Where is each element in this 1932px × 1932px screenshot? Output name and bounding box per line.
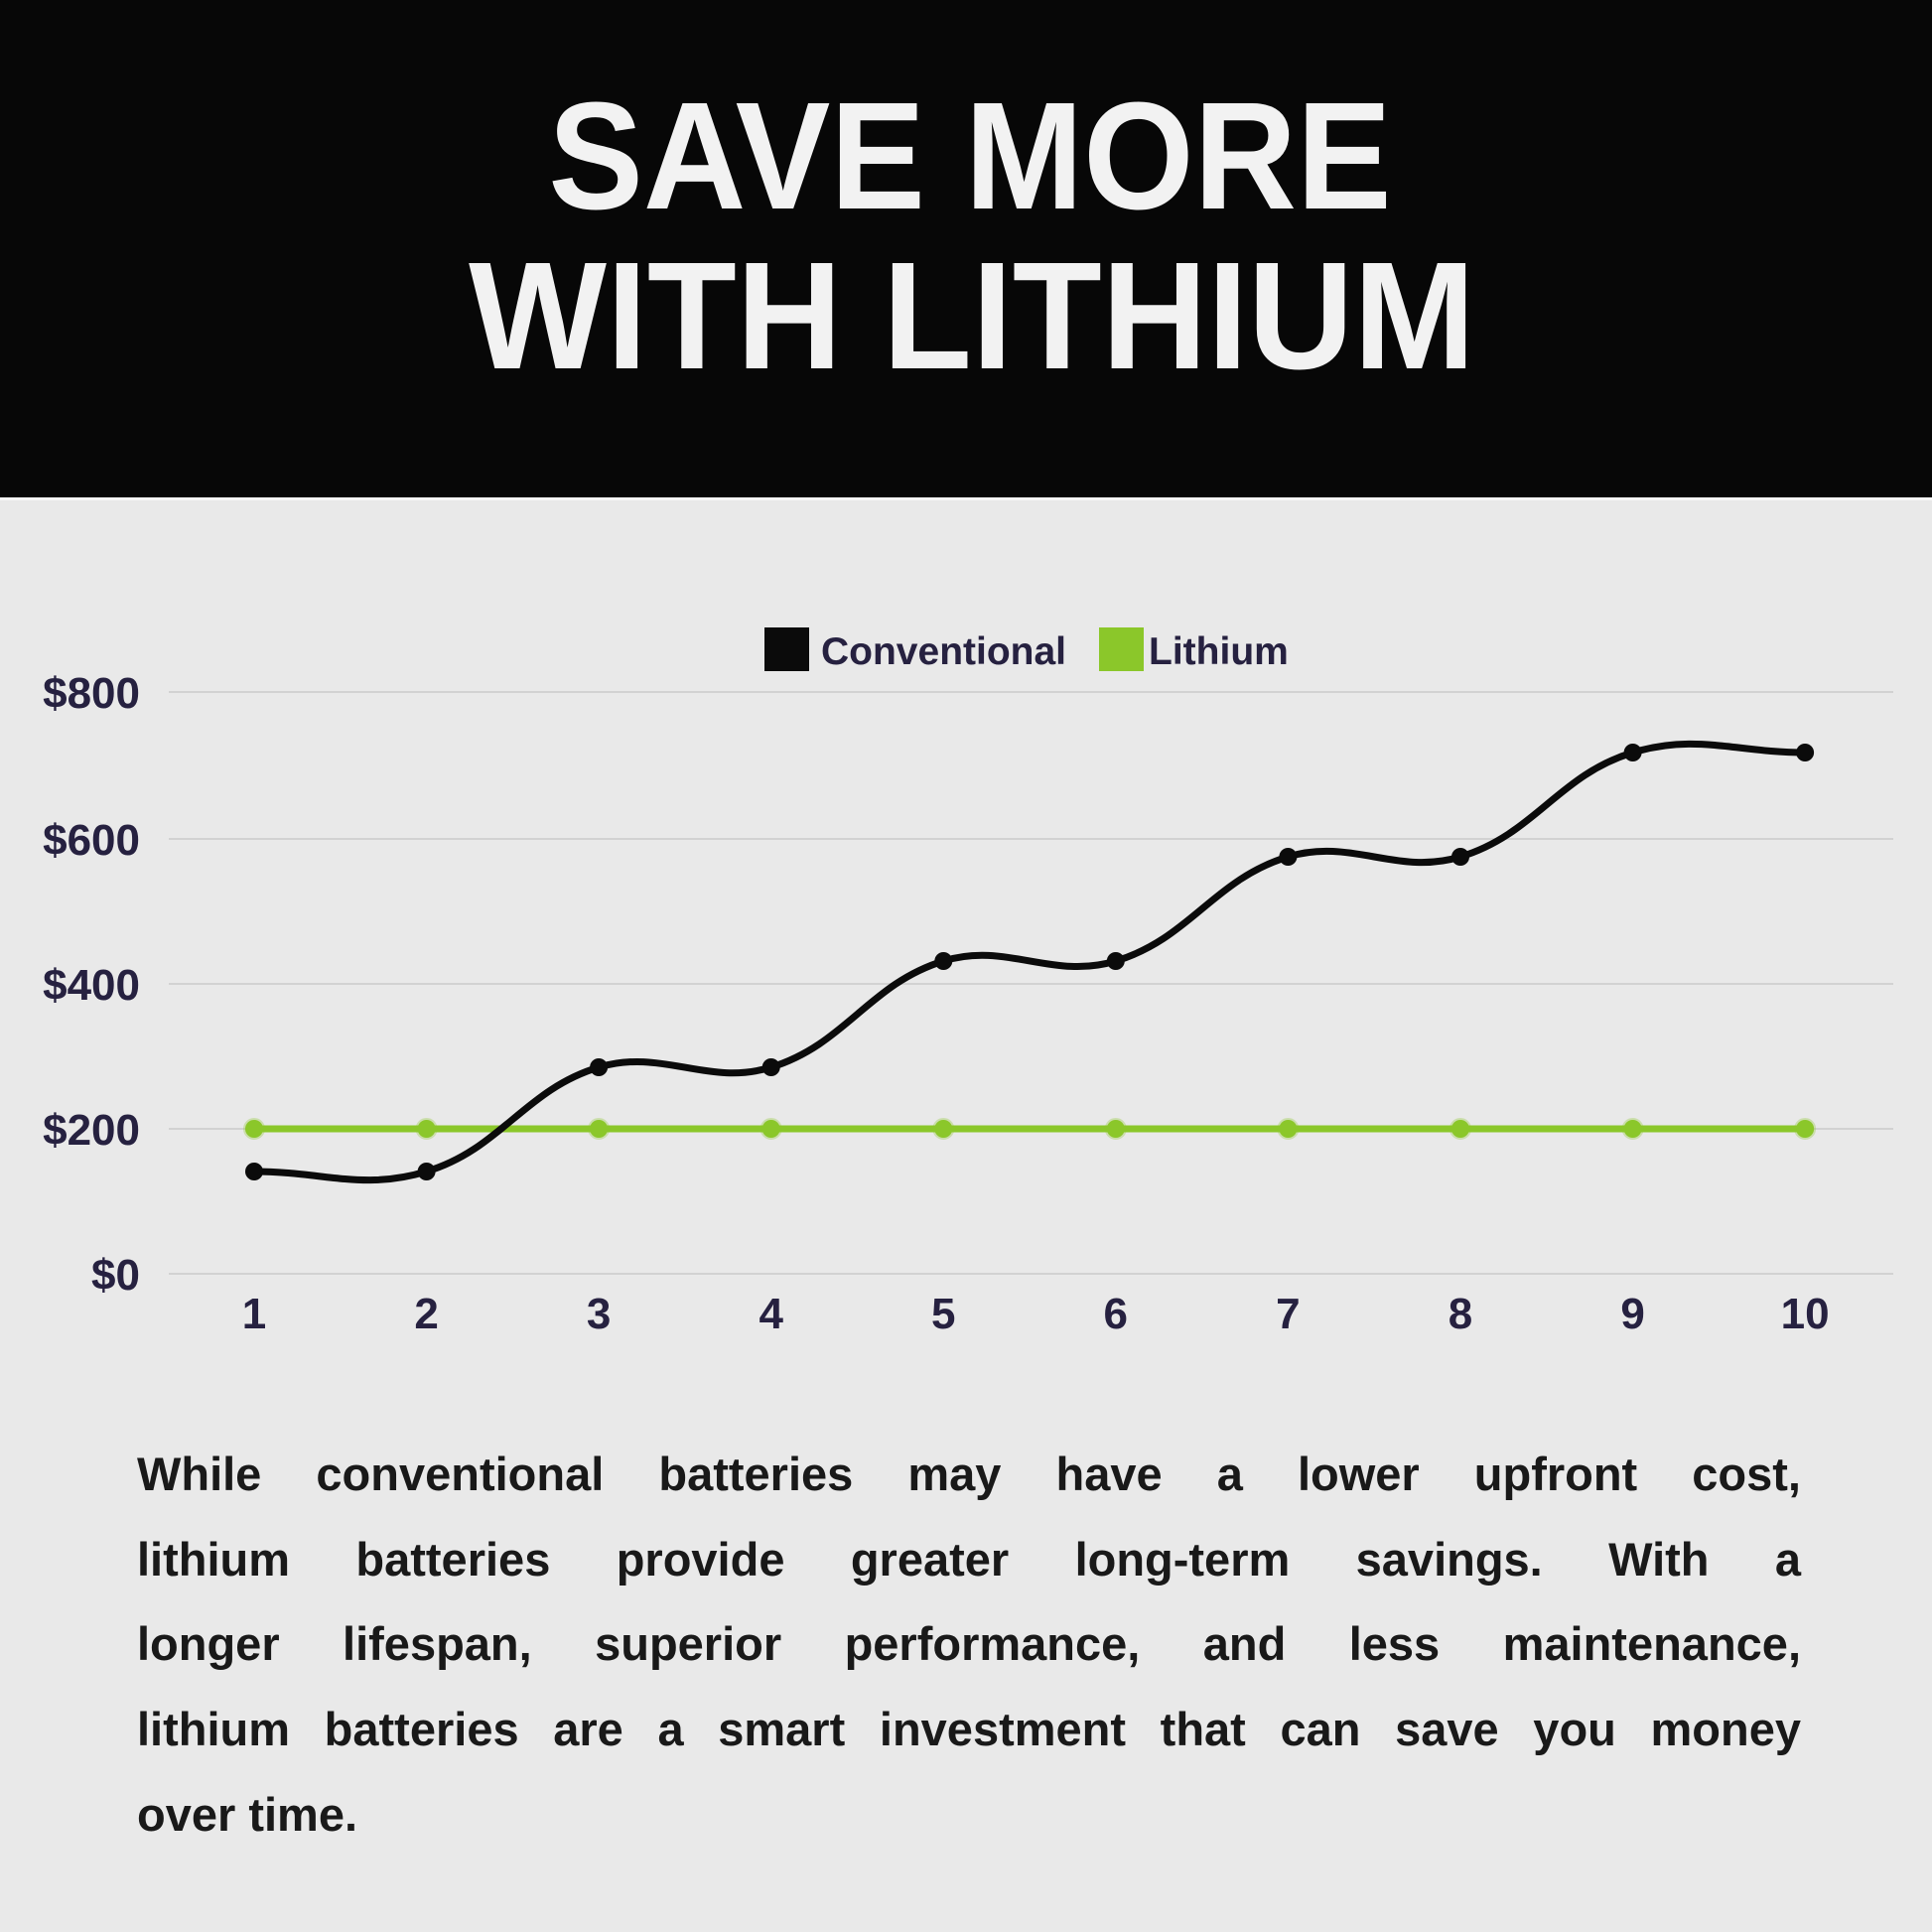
svg-text:4: 4 [759,1290,783,1338]
svg-text:5: 5 [931,1290,955,1338]
svg-text:10: 10 [1781,1290,1830,1338]
svg-text:9: 9 [1620,1290,1644,1338]
svg-text:$400: $400 [43,961,140,1010]
svg-text:1: 1 [242,1290,266,1338]
svg-text:8: 8 [1449,1290,1472,1338]
svg-text:2: 2 [414,1290,438,1338]
svg-text:3: 3 [587,1290,611,1338]
svg-text:7: 7 [1276,1290,1300,1338]
svg-text:$600: $600 [43,816,140,865]
svg-text:6: 6 [1104,1290,1128,1338]
svg-text:$200: $200 [43,1106,140,1155]
svg-text:$800: $800 [43,669,140,718]
svg-text:$0: $0 [91,1251,140,1300]
